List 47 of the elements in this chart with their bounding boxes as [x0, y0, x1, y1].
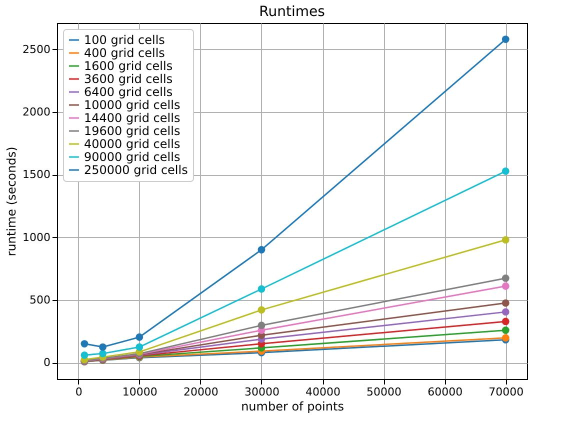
x-tick-label: 70000: [488, 386, 524, 398]
point: [136, 333, 144, 341]
legend-label: 250000 grid cells: [84, 163, 188, 177]
y-tick-label: 500: [30, 294, 50, 307]
x-tick-label: 0: [75, 386, 82, 398]
point: [99, 350, 106, 358]
legend-label: 19600 grid cells: [84, 124, 180, 138]
x-tick-label: 60000: [428, 386, 463, 398]
x-tick-label: 50000: [366, 386, 402, 398]
point: [258, 285, 266, 293]
point: [258, 322, 266, 330]
y-axis-title: runtime (seconds): [4, 146, 19, 256]
point: [258, 306, 266, 314]
point: [99, 343, 106, 351]
point: [502, 236, 510, 244]
legend-label: 90000 grid cells: [84, 150, 180, 164]
y-tick-label: 0: [44, 356, 50, 370]
y-tick-label: 1500: [22, 168, 50, 182]
point: [80, 351, 88, 359]
point: [502, 274, 510, 282]
legend-label: 14400 grid cells: [84, 111, 180, 125]
point: [502, 326, 510, 334]
point: [258, 246, 266, 254]
legend-label: 40000 grid cells: [84, 137, 180, 151]
point: [502, 299, 510, 307]
x-tick-label: 40000: [306, 386, 341, 398]
chart-title: Runtimes: [259, 4, 325, 20]
legend-label: 6400 grid cells: [84, 85, 173, 99]
legend-label: 100 grid cells: [84, 33, 165, 47]
y-tick-label: 2500: [22, 42, 50, 56]
y-tick-label: 2000: [22, 106, 50, 118]
y-tick-label: 1000: [22, 230, 50, 244]
point: [502, 308, 510, 316]
point: [502, 318, 510, 326]
x-axis-title: number of points: [241, 400, 344, 414]
point: [502, 167, 510, 175]
point: [502, 282, 510, 290]
legend-label: 10000 grid cells: [84, 98, 180, 112]
legend-label: 400 grid cells: [84, 46, 165, 60]
x-tick-label: 20000: [183, 386, 218, 398]
legend-label: 3600 grid cells: [84, 72, 173, 86]
x-tick-label: 30000: [244, 386, 280, 398]
point: [136, 343, 144, 351]
point: [80, 340, 88, 348]
point: [502, 36, 510, 43]
x-tick-label: 10000: [122, 386, 158, 398]
legend-label: 1600 grid cells: [84, 59, 173, 73]
